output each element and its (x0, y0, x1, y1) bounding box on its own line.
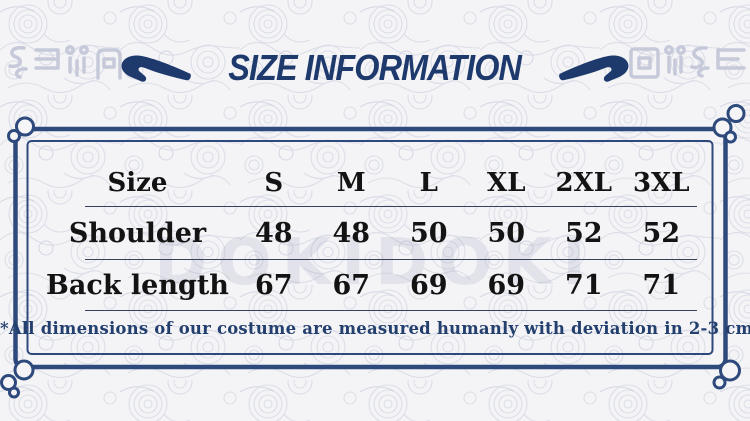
table-cell: 52 (642, 217, 681, 249)
table-cell: 71 (564, 269, 603, 301)
column-header-2xl: 2XL (555, 167, 613, 198)
column-header-s: S (264, 167, 284, 198)
table-cell: 69 (409, 269, 448, 301)
table-cell: 50 (409, 217, 448, 249)
column-header-l: L (419, 167, 438, 198)
table-row-shoulder: Shoulder 48 48 50 50 52 52 (40, 207, 700, 259)
measurement-note: *All dimensions of our costume are measu… (0, 319, 750, 338)
table-cell: 50 (487, 217, 526, 249)
table-cell: 48 (254, 217, 293, 249)
title-bar: SIZE INFORMATION (0, 46, 750, 90)
swoosh-arrow-right-icon (558, 55, 629, 82)
table-header-row: Size S M L XL 2XL 3XL (40, 159, 700, 206)
size-table: Size S M L XL 2XL 3XL Shoulder 48 48 50 … (40, 159, 700, 311)
divider (85, 310, 697, 311)
column-header-xl: XL (487, 167, 526, 198)
decorative-runes-right-icon (629, 45, 746, 79)
page-title: SIZE INFORMATION (228, 47, 523, 88)
table-cell: 67 (254, 269, 293, 301)
swoosh-arrow-left-icon (121, 55, 192, 82)
table-cell: 71 (642, 269, 681, 301)
column-header-m: M (336, 167, 366, 198)
row-label: Shoulder (68, 217, 207, 249)
column-header-3xl: 3XL (632, 167, 690, 198)
table-cell: 69 (487, 269, 526, 301)
table-cell: 52 (564, 217, 603, 249)
table-cell: 67 (332, 269, 371, 301)
column-header-size: Size (107, 167, 168, 198)
table-cell: 48 (332, 217, 371, 249)
decorative-runes-left-icon (8, 45, 122, 80)
row-label: Back length (46, 269, 229, 301)
table-row-back-length: Back length 67 67 69 69 71 71 (40, 260, 700, 310)
